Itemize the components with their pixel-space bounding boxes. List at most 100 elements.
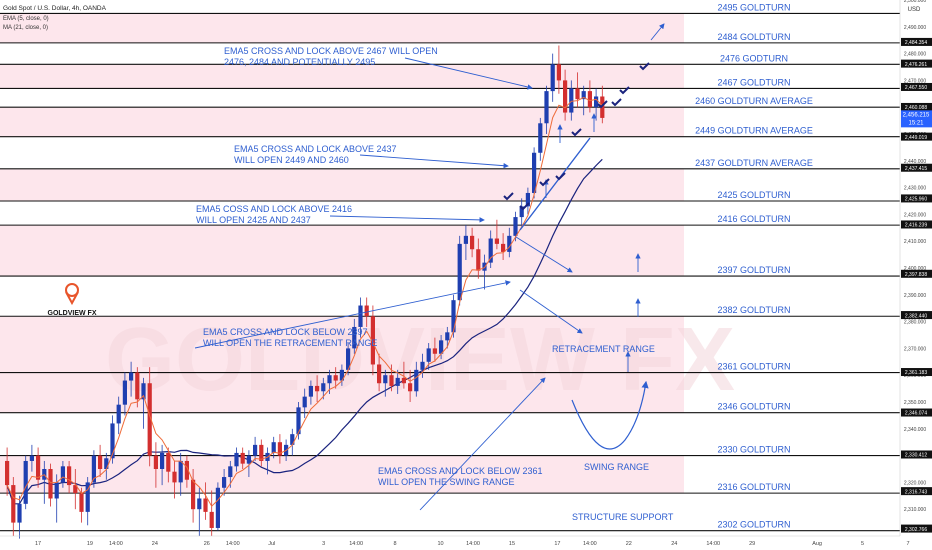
x-tick-label: 14:00 [583,541,597,547]
projection-arrow [404,57,533,90]
candle-body [513,217,518,236]
candle-body [556,64,561,81]
ema-indicator-label[interactable]: EMA (5, close, 0) [3,16,49,22]
x-tick-label: 17 [554,541,560,547]
candle-body [184,460,189,480]
y-tick-label: 2,500.000 [904,0,926,4]
candle-body [85,482,90,512]
candle-body [488,238,493,263]
zone-band [0,13,684,43]
candle-body [358,305,363,327]
candle-body [147,383,152,456]
y-tick-label: 2,440.000 [904,159,926,165]
candle-body [98,455,103,469]
x-tick-label: 22 [626,541,632,547]
level-label: 2425 GOLDTURN [717,190,790,200]
candle-body [17,503,22,523]
price-tag-value: 2,416.239 [905,223,927,229]
candle-body [389,375,394,386]
candle-body [203,498,208,512]
candle-body [414,369,419,392]
price-tag-bg [901,132,932,141]
trend-line [519,137,591,231]
x-tick-label: 14:00 [706,541,720,547]
price-tag-bg [901,59,932,68]
y-tick-label: 2,370.000 [904,346,926,352]
x-tick-labels: 17 19 14:00 24 26 14:00 Jul 3 14:00 8 10 14:00 15 17 1… [35,541,910,547]
candle-body [253,444,258,456]
candle-body [476,249,481,271]
price-tag-value: 2,382.440 [905,313,927,319]
candle-body [197,498,202,510]
level-label: 2330 GOLDTURN [717,445,790,455]
y-tick-label: 2,380.000 [904,320,926,326]
x-tick-label: Jul [268,541,275,547]
price-tag-bg [901,487,932,496]
x-tick-label: 26 [204,541,210,547]
level-label: 2316 GOLDTURN [717,482,790,492]
candle-body [135,372,140,400]
time-axis[interactable]: 17 19 14:00 24 26 14:00 Jul 3 14:00 8 10 14:00 15 17 1… [0,535,910,547]
current-price-countdown: 15:21 [908,120,924,126]
price-tag-bg [901,82,932,91]
price-tag-value: 2,425.960 [905,197,927,203]
candle-body [482,262,487,271]
candle-body [581,91,586,100]
y-tick-label: 2,470.000 [904,78,926,84]
candle-body [470,235,475,250]
price-tag-value: 2,437.415 [905,166,927,172]
candle-body [172,471,177,483]
candle-body [209,511,214,528]
annotation-line: EMA5 CROSS AND LOCK BELOW 2361 [378,466,543,476]
x-tick-label: 8 [394,541,397,547]
price-axis[interactable]: USD 2,310.0002,320.0002,330.0002,340.000… [899,0,932,550]
y-tick-label: 2,400.000 [904,266,926,272]
projection-arrow [519,289,583,334]
price-tag-value: 2,460.088 [905,105,927,111]
ma-indicator-label[interactable]: MA (21, close, 0) [3,25,48,31]
candle-body [445,332,450,341]
x-tick-label: 29 [749,541,755,547]
y-tick-label: 2,410.000 [904,239,926,245]
y-tick-label: 2,360.000 [904,373,926,379]
candle-body [60,466,65,483]
y-tick-label: 2,390.000 [904,293,926,299]
candle-body [339,369,344,381]
candle-body [191,479,196,510]
candle-body [91,455,96,483]
candle-body [575,88,580,100]
projection-arrow [329,215,485,223]
x-tick-label: 19 [87,541,93,547]
candle-body [67,466,72,486]
ema-5-line [6,96,603,508]
candle-body [377,364,382,384]
candle-body [426,348,431,362]
candle-body [315,385,320,392]
projection-arrows [194,23,665,511]
current-price-bg [901,110,932,128]
candle-body [122,380,127,405]
candle-body [271,442,276,453]
x-tick-label: 17 [35,541,41,547]
annotation-line: 2476, 2484 AND POTENTIALLY 2495 [224,57,375,67]
check-mark [503,192,514,201]
price-tag-bg [901,450,932,459]
level-label: 2416 GOLDTURN [717,214,790,224]
candle-body [494,238,499,244]
x-tick-label: 7 [906,541,909,547]
level-label: 2495 GOLDTURN [717,2,790,12]
candle-body [308,385,313,397]
candle-body [110,423,115,459]
candle-body [352,326,357,349]
candle-body [321,383,326,392]
zone-band [0,107,684,137]
chart-header: Gold Spot / U.S. Dollar, 4h, OANDA EMA (… [3,5,107,31]
current-price-value: 2,456.215 [903,112,930,118]
candle-body [141,383,146,400]
projection-arrow [650,23,665,41]
y-tick-label: 2,320.000 [904,480,926,486]
price-tag-value: 2,330.412 [905,453,927,459]
range-label: STRUCTURE SUPPORT [572,512,674,522]
watermark-text: GOLDVIEW FX [105,310,735,410]
